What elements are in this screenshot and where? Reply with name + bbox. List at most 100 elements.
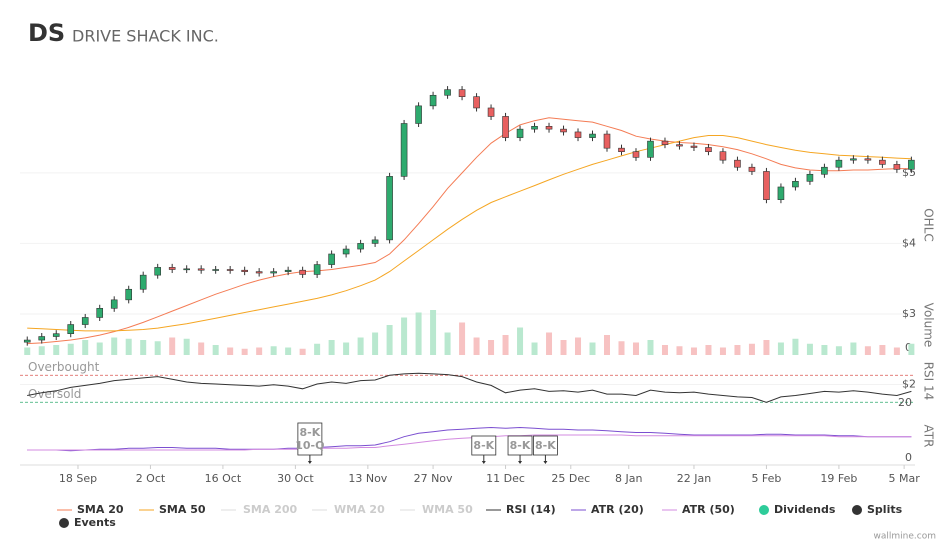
event-label: 8-K	[535, 439, 556, 452]
x-tick-label: 11 Dec	[486, 472, 525, 485]
candle-body	[705, 147, 712, 153]
ticker: DS	[28, 19, 65, 47]
volume-bar	[719, 347, 726, 355]
volume-bar	[748, 343, 755, 355]
volume-bar	[401, 317, 408, 355]
volume-bar	[531, 342, 538, 355]
candle-body	[154, 267, 161, 276]
candle-body	[23, 339, 31, 343]
candle-body	[125, 288, 133, 301]
candle-body	[690, 145, 698, 148]
candle-body	[226, 269, 234, 271]
candle-body	[52, 333, 60, 337]
volume-bar	[270, 346, 277, 355]
candle-body	[328, 253, 335, 265]
candle-body	[139, 274, 147, 290]
volume-bar	[314, 343, 321, 355]
x-tick-label: 2 Oct	[136, 472, 166, 485]
volume-bar	[67, 343, 74, 355]
volume-bar	[140, 340, 147, 355]
volume-bar	[734, 345, 741, 355]
volume-bar	[415, 312, 422, 355]
candle-body	[502, 116, 509, 138]
event-label: 8-K	[300, 426, 321, 439]
candle-body	[763, 171, 770, 200]
volume-bar	[212, 345, 219, 355]
legend-label: ATR (50)	[682, 503, 735, 516]
legend-label: WMA 20	[334, 503, 385, 516]
volume-bar	[198, 342, 205, 355]
volume-bar	[227, 347, 234, 355]
candle-body	[531, 126, 538, 130]
volume-bar	[53, 345, 60, 355]
candle-body	[835, 159, 843, 168]
candle-body	[574, 131, 582, 138]
candle-body	[444, 89, 451, 96]
company-name: DRIVE SHACK INC.	[72, 27, 219, 46]
legend-dot	[759, 505, 769, 515]
panel-label: OHLC	[922, 208, 936, 242]
x-tick-label: 18 Sep	[59, 472, 97, 485]
panel-label: Volume	[922, 303, 936, 348]
volume-bar	[705, 345, 712, 355]
volume-bar	[517, 327, 524, 355]
candle-body	[357, 243, 364, 250]
volume-bar	[618, 341, 625, 355]
volume-bar	[256, 347, 263, 355]
legend-label: WMA 50	[422, 503, 473, 516]
legend-label: Events	[74, 516, 116, 529]
event-label: 8-K	[510, 439, 531, 452]
candle-body	[212, 269, 219, 271]
rsi-tick-label: 20	[898, 396, 912, 409]
volume-bar	[386, 325, 393, 355]
x-tick-label: 8 Jan	[615, 472, 642, 485]
candle-body	[241, 269, 248, 272]
candle-body	[603, 133, 611, 149]
candle-body	[110, 299, 118, 309]
candle-body	[255, 271, 263, 274]
volume-bar	[169, 337, 176, 355]
volume-bar	[459, 322, 466, 355]
atr-tick-label: 0	[905, 451, 912, 464]
volume-bar	[299, 348, 306, 355]
indicator-line	[27, 426, 912, 452]
volume-bar	[357, 337, 364, 355]
legend-label: ATR (20)	[591, 503, 644, 516]
candle-body	[313, 264, 321, 275]
candle-body	[415, 105, 422, 124]
event-box	[297, 422, 323, 456]
candle-body	[719, 151, 727, 161]
candle-body	[806, 173, 814, 182]
volume-bar	[763, 340, 770, 355]
panel-label: ATR	[922, 425, 936, 448]
candle-body	[734, 159, 741, 168]
volume-bar	[806, 343, 813, 355]
candle-body	[429, 94, 437, 107]
volume-bar	[777, 342, 784, 355]
candle-body	[589, 133, 596, 138]
rsi-level-label: Oversold	[28, 387, 81, 401]
candle-body	[81, 317, 89, 325]
indicator-line	[27, 117, 912, 345]
volume-bar	[908, 343, 915, 355]
candle-body	[371, 239, 379, 244]
legend-dot	[59, 518, 69, 528]
event-label: 8-K	[473, 439, 494, 452]
legend-label: Dividends	[774, 503, 836, 516]
candle-body	[777, 186, 785, 200]
volume-bar	[676, 346, 683, 355]
candle-body	[748, 166, 756, 172]
volume-bar	[111, 337, 118, 355]
candle-body	[458, 89, 466, 97]
event-arrowhead	[307, 461, 312, 464]
candle-body	[560, 128, 567, 133]
volume-bar	[821, 345, 828, 355]
candle-body	[183, 268, 190, 271]
x-tick-label: 19 Feb	[820, 472, 857, 485]
candle-body	[879, 159, 886, 165]
volume-bar	[125, 338, 132, 355]
candle-body	[400, 123, 408, 177]
volume-bar	[647, 340, 654, 355]
legend-label: SMA 50	[159, 503, 206, 516]
